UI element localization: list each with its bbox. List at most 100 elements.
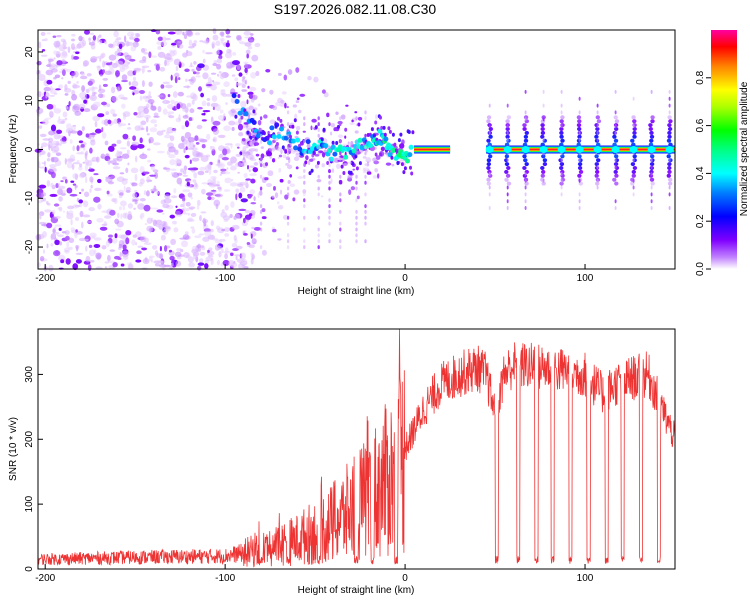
spectrogram-cell: [86, 220, 92, 224]
spectrogram-cell: [322, 138, 328, 145]
spectrogram-cell: [248, 39, 255, 42]
spectrogram-cell: [486, 138, 491, 143]
spectrogram-cell: [541, 154, 546, 159]
spectrogram-cell: [169, 214, 176, 219]
spectrogram-cell: [36, 91, 41, 97]
spectrogram-cell: [46, 157, 51, 162]
spectrogram-cell: [668, 158, 671, 163]
spectrogram-cell: [264, 177, 269, 181]
spectrogram-cell: [277, 97, 283, 104]
spectrogram-cell: [166, 126, 175, 134]
spectrogram-carrier-band: [414, 148, 451, 151]
spectrogram-cell: [135, 242, 138, 246]
spectrogram-cell: [613, 138, 619, 143]
spectrogram-cell: [46, 32, 51, 35]
spectrogram-cell: [243, 111, 249, 117]
spectrogram-cell: [244, 67, 248, 74]
spectrogram-cell: [152, 142, 161, 146]
spectrogram-cell: [93, 249, 97, 255]
spectrogram-ytick-label: 20: [24, 46, 35, 58]
spectrogram-cell: [162, 167, 171, 170]
spectrogram-cell: [277, 147, 283, 152]
spectrogram-cell: [174, 76, 178, 84]
spectrogram-cell: [328, 198, 331, 203]
spectrogram-cell: [93, 173, 99, 176]
spectrogram-cell: [250, 33, 254, 36]
spectrogram-cell: [612, 177, 617, 182]
snr-series-line: [37, 328, 676, 568]
spectrogram-cell: [83, 146, 86, 151]
spectrogram-cell: [317, 145, 320, 150]
spectrogram-cell: [188, 46, 195, 49]
spectrogram-cell: [132, 92, 135, 96]
spectrogram-cell: [335, 141, 339, 145]
spectrogram-cell: [189, 159, 192, 164]
spectrogram-cell: [97, 65, 101, 72]
spectrogram-cell: [278, 167, 282, 173]
spectrogram-cell: [188, 206, 196, 210]
spectrogram-cell: [596, 137, 599, 142]
spectrogram-cell: [110, 175, 115, 179]
spectrogram-cell: [101, 127, 104, 133]
spectrogram-cell: [578, 96, 581, 101]
spectrogram-cell: [259, 133, 263, 138]
spectrogram-cell: [244, 79, 248, 85]
spectrogram-cell: [349, 122, 355, 126]
spectrogram-cell: [250, 202, 257, 205]
spectrogram-cell: [335, 111, 339, 115]
spectrogram-cell: [242, 151, 247, 157]
spectrogram-cell: [245, 178, 252, 181]
spectrogram-cell: [612, 142, 617, 147]
spectrogram-cell: [240, 252, 246, 260]
spectrogram-cell: [223, 227, 231, 233]
spectrogram-cell: [78, 140, 84, 144]
spectrogram-cell: [112, 40, 121, 47]
spectrogram-cell: [632, 134, 637, 139]
spectrogram-cell: [578, 137, 581, 142]
spectrogram-cell: [218, 71, 222, 74]
spectrogram-cell: [225, 42, 230, 48]
spectrogram-cell: [53, 203, 60, 207]
spectrogram-cell: [89, 259, 95, 263]
spectrogram-cell: [58, 84, 64, 89]
spectrogram-cell: [540, 173, 545, 178]
spectrogram-cell: [64, 117, 68, 121]
spectrogram-cell: [286, 122, 290, 127]
spectrogram-cell: [321, 89, 326, 94]
spectrogram-cell: [206, 97, 211, 102]
spectrogram-cell: [162, 108, 168, 115]
spectrogram-cell: [385, 162, 392, 166]
spectrogram-cell: [347, 161, 353, 164]
spectrogram-cell: [350, 186, 356, 191]
spectrogram-cell: [293, 189, 300, 195]
spectrogram-cell: [64, 230, 70, 235]
spectrogram-cell: [261, 249, 267, 256]
spectrogram-cell: [303, 180, 306, 185]
spectrogram-cell: [231, 74, 236, 77]
spectrogram-cell: [221, 209, 225, 213]
spectrogram-cell: [186, 181, 190, 187]
spectrogram-cell: [67, 158, 76, 162]
spectrogram-cell: [88, 87, 95, 91]
spectrogram-cell: [113, 197, 118, 205]
spectrogram-cell: [317, 227, 320, 232]
spectrogram-cell: [230, 156, 237, 164]
spectrogram-cell: [120, 263, 125, 267]
spectrogram-cell: [359, 145, 365, 151]
spectrogram-cell: [286, 145, 290, 150]
spectrogram-cell: [190, 226, 195, 229]
spectrogram-cell: [668, 103, 671, 108]
spectrogram-cell: [75, 229, 78, 233]
spectrogram-cell: [132, 41, 139, 48]
spectrogram-cell: [137, 245, 144, 248]
spectrogram-cell: [374, 168, 379, 173]
spectrogram-cell: [259, 186, 263, 191]
spectrogram-cell: [303, 239, 306, 244]
spectrogram-cell: [173, 227, 179, 233]
spectrogram-cell: [213, 199, 221, 207]
spectrogram-cell: [113, 118, 118, 124]
spectrogram-cell: [68, 210, 74, 217]
spectrogram-cell: [524, 162, 529, 167]
spectrogram-cell: [505, 127, 510, 131]
